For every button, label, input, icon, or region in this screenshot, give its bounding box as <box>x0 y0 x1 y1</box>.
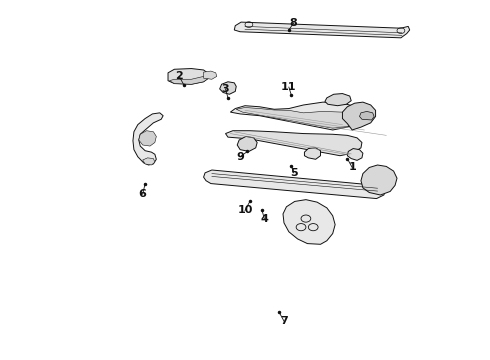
Polygon shape <box>234 22 410 38</box>
Polygon shape <box>139 131 156 146</box>
Polygon shape <box>143 158 155 165</box>
Text: 9: 9 <box>236 152 244 162</box>
Polygon shape <box>325 94 351 106</box>
Text: 6: 6 <box>139 189 147 199</box>
Polygon shape <box>304 148 320 159</box>
Polygon shape <box>360 111 374 120</box>
Polygon shape <box>236 108 357 128</box>
Polygon shape <box>203 71 217 79</box>
Polygon shape <box>203 170 385 199</box>
Polygon shape <box>168 68 208 84</box>
Polygon shape <box>220 82 236 94</box>
Polygon shape <box>133 113 163 165</box>
Polygon shape <box>225 131 362 156</box>
Text: 10: 10 <box>237 205 253 215</box>
Polygon shape <box>283 200 335 244</box>
Text: 8: 8 <box>290 18 297 28</box>
Polygon shape <box>343 102 375 130</box>
Text: 5: 5 <box>290 168 297 178</box>
Text: 2: 2 <box>175 71 183 81</box>
Polygon shape <box>237 136 257 152</box>
Polygon shape <box>170 76 208 84</box>
Polygon shape <box>347 149 363 160</box>
Text: 4: 4 <box>261 214 269 224</box>
Polygon shape <box>361 165 397 195</box>
Text: 1: 1 <box>348 162 356 172</box>
Text: 11: 11 <box>281 82 296 92</box>
Polygon shape <box>230 102 361 130</box>
Text: 3: 3 <box>221 84 229 94</box>
Text: 7: 7 <box>280 316 288 326</box>
